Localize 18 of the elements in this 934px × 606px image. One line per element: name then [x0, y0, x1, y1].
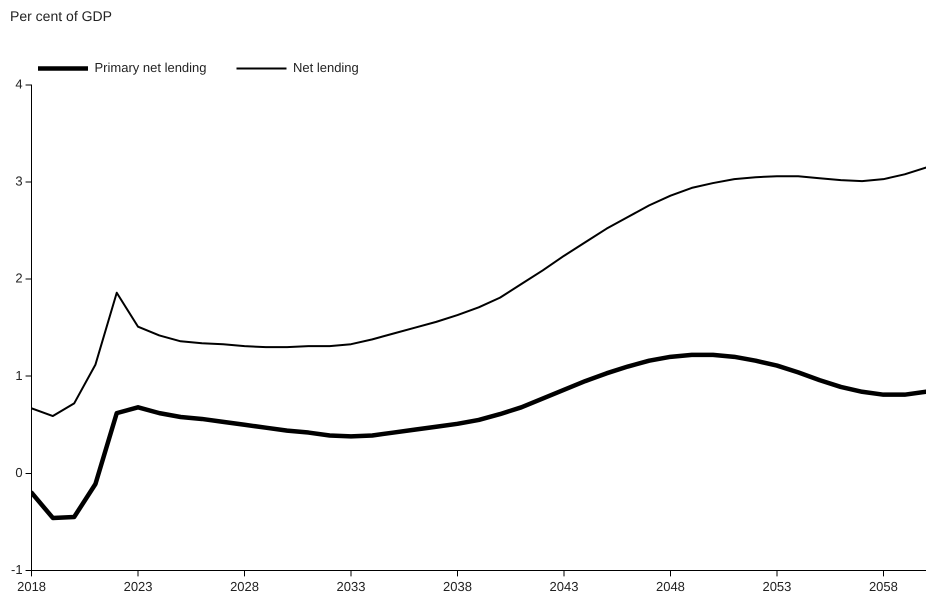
x-tick-label: 2058 [868, 578, 898, 594]
x-tick-label: 2053 [762, 578, 792, 594]
legend-label: Net lending [293, 60, 359, 76]
y-axis-title: Per cent of GDP [9, 8, 113, 26]
y-tick-label: 4 [15, 76, 23, 92]
x-tick-label: 2048 [656, 578, 685, 594]
y-tick-label: -1 [10, 562, 23, 577]
x-tick-label: 2018 [17, 578, 46, 594]
x-tick-label: 2038 [443, 578, 472, 594]
x-tick-label: 2033 [336, 578, 366, 594]
y-tick-label: 3 [15, 174, 23, 189]
x-tick-label: 2028 [230, 578, 259, 594]
x-tick-label: 2023 [124, 578, 152, 594]
x-tick-label: 2043 [550, 578, 578, 594]
y-tick-label: 1 [15, 368, 23, 383]
legend-label: Primary net lending [94, 60, 206, 76]
y-tick-label: 0 [15, 464, 23, 480]
y-tick-label: 2 [15, 270, 23, 286]
